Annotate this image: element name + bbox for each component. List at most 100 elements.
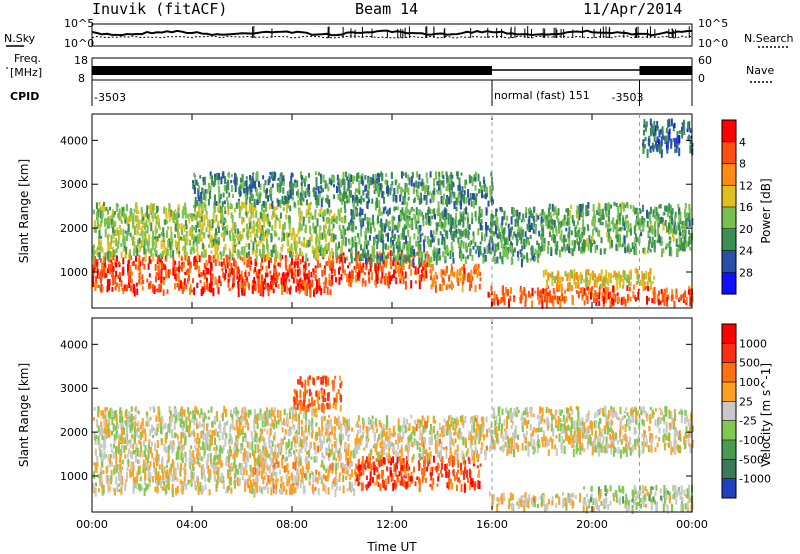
heatmap-cell (655, 140, 657, 148)
heatmap-cell (414, 266, 417, 275)
heatmap-cell (528, 207, 531, 212)
heatmap-cell (332, 233, 335, 242)
heatmap-cell (134, 484, 137, 488)
heatmap-cell (537, 215, 540, 220)
heatmap-cell (515, 236, 518, 241)
heatmap-cell (100, 474, 103, 484)
heatmap-cell (593, 221, 596, 226)
heatmap-cell (452, 252, 454, 258)
heatmap-cell (262, 288, 265, 297)
heatmap-cell (137, 210, 140, 215)
heatmap-cell (176, 242, 179, 249)
heatmap-cell (585, 238, 588, 248)
heatmap-cell (326, 473, 329, 481)
heatmap-cell (318, 193, 321, 199)
heatmap-cell (182, 224, 185, 228)
heatmap-cell (585, 205, 588, 212)
heatmap-cell (158, 261, 161, 270)
heatmap-cell (516, 220, 519, 227)
heatmap-cell (671, 208, 674, 215)
heatmap-cell (510, 227, 512, 234)
heatmap-cell (675, 293, 678, 300)
heatmap-cell (433, 246, 436, 252)
heatmap-cell (250, 260, 253, 265)
heatmap-cell (171, 211, 174, 218)
heatmap-cell (319, 233, 322, 241)
heatmap-cell (181, 247, 184, 251)
heatmap-cell (199, 233, 202, 243)
heatmap-cell (227, 279, 230, 288)
heatmap-cell (578, 274, 581, 280)
heatmap-cell (98, 202, 101, 206)
heatmap-cell (656, 144, 659, 152)
heatmap-cell (193, 187, 196, 194)
heatmap-cell (491, 181, 494, 188)
heatmap-cell (259, 183, 262, 190)
heatmap-cell (477, 263, 480, 269)
heatmap-cell (398, 220, 401, 228)
heatmap-cell (435, 171, 438, 180)
heatmap-cell (682, 122, 685, 130)
heatmap-cell (534, 290, 537, 294)
heatmap-cell (557, 271, 560, 276)
heatmap-cell (369, 263, 372, 272)
heatmap-cell (282, 187, 285, 194)
heatmap-cell (674, 215, 676, 224)
heatmap-cell (688, 219, 691, 227)
heatmap-cell (123, 213, 126, 220)
heatmap-cell (660, 236, 663, 241)
heatmap-cell (140, 227, 143, 236)
heatmap-cell (105, 207, 108, 211)
heatmap-cell (108, 284, 111, 291)
heatmap-cell (271, 225, 274, 231)
heatmap-cell (143, 264, 146, 270)
heatmap-cell (400, 271, 403, 281)
heatmap-cell (683, 119, 686, 126)
heatmap-cell (276, 478, 279, 482)
heatmap-cell (429, 171, 432, 178)
heatmap-cell (635, 237, 638, 243)
heatmap-cell (522, 213, 525, 220)
heatmap-cell (407, 209, 410, 213)
heatmap-cell (684, 208, 686, 218)
heatmap-cell (351, 462, 354, 467)
heatmap-cell (232, 269, 235, 279)
heatmap-cell (642, 145, 645, 154)
heatmap-cell (187, 270, 190, 279)
heatmap-cell (152, 230, 155, 240)
heatmap-cell (112, 276, 115, 286)
heatmap-cell (118, 475, 121, 479)
heatmap-cell (147, 244, 150, 252)
heatmap-cell (198, 265, 201, 274)
heatmap-cell (577, 205, 580, 214)
heatmap-cell (661, 241, 664, 245)
heatmap-cell (478, 283, 481, 290)
heatmap-cell (308, 270, 310, 279)
heatmap-cell (381, 174, 384, 180)
colorbar-tick-label: 4 (739, 136, 746, 149)
heatmap-cell (177, 273, 180, 280)
heatmap-cell (200, 192, 203, 198)
heatmap-cell (309, 288, 312, 298)
cpid-segment-1: -3503 (94, 91, 126, 104)
heatmap-cell (138, 483, 140, 490)
heatmap-cell (255, 188, 258, 196)
heatmap-cell (309, 204, 312, 211)
heatmap-cell (528, 215, 531, 224)
heatmap-cell (507, 289, 510, 296)
heatmap-cell (203, 202, 206, 209)
heatmap-cell (661, 126, 664, 134)
heatmap-cell (254, 283, 257, 291)
heatmap-cell (458, 201, 461, 206)
heatmap-cell (229, 251, 231, 257)
heatmap-cell (673, 300, 676, 308)
heatmap-cell (189, 227, 192, 237)
heatmap-cell (680, 237, 683, 246)
heatmap-cell (332, 176, 335, 184)
heatmap-cell (599, 218, 602, 226)
heatmap-cell (299, 288, 302, 292)
heatmap-cell (451, 266, 453, 273)
heatmap-cell (344, 171, 347, 178)
heatmap-cell (678, 210, 680, 215)
heatmap-cell (520, 226, 523, 234)
